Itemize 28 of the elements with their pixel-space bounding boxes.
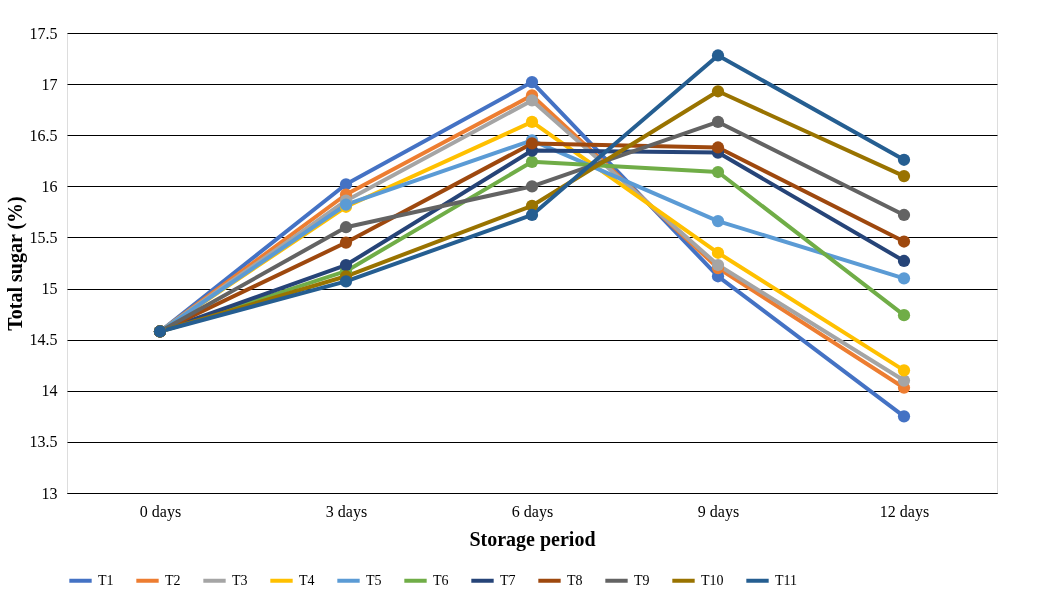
legend-label: T4 (299, 572, 315, 588)
legend-label: T6 (433, 572, 449, 588)
legend-label: T7 (500, 572, 516, 588)
y-tick-label: 17.5 (29, 24, 58, 42)
y-tick-label: 16.5 (29, 126, 58, 144)
x-tick-label: 0 days (139, 502, 182, 521)
y-axis-title: Total sugar (%) (3, 196, 27, 331)
legend-label: T8 (567, 572, 583, 588)
legend-label: T2 (165, 572, 181, 588)
y-tick-label: 13.5 (29, 433, 58, 451)
legend-label: T9 (634, 572, 650, 588)
x-axis-title: Storage period (469, 527, 596, 551)
x-tick-label: 9 days (697, 502, 740, 521)
x-tick-label: 3 days (325, 502, 368, 521)
y-tick-label: 14.5 (29, 331, 58, 349)
y-tick-label: 14 (41, 382, 58, 400)
x-tick-label: 12 days (879, 502, 930, 521)
y-tick-label: 15.5 (29, 228, 58, 246)
x-tick-label: 6 days (511, 502, 554, 521)
legend-label: T1 (98, 572, 114, 588)
y-tick-label: 15 (41, 280, 58, 298)
y-tick-label: 17 (41, 75, 58, 93)
y-tick-label: 13 (41, 484, 58, 502)
legend-label: T10 (701, 572, 724, 588)
legend-label: T11 (775, 572, 798, 588)
legend-label: T3 (232, 572, 248, 588)
y-tick-label: 16 (41, 177, 58, 195)
legend-label: T5 (366, 572, 382, 588)
